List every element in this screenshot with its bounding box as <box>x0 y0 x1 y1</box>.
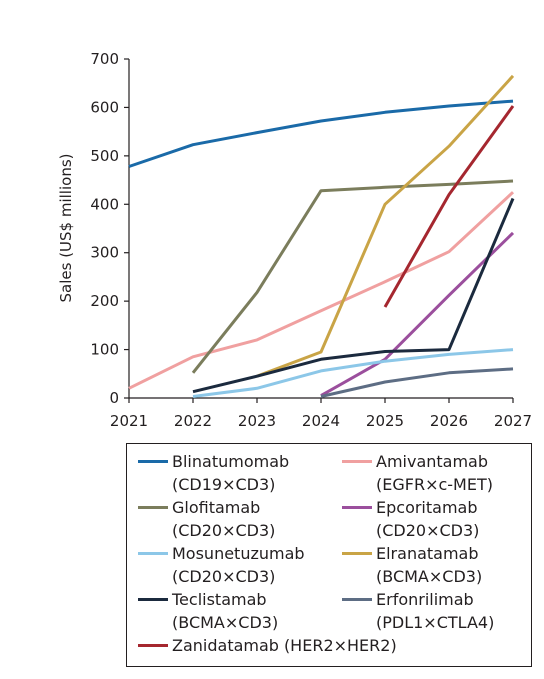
legend-label: Zanidatamab (HER2×HER2) <box>172 634 397 657</box>
legend-label: Elranatamab (BCMA×CD3) <box>376 542 482 588</box>
legend-series-name: Zanidatamab <box>172 636 279 655</box>
legend-series-name: Teclistamab <box>172 590 267 609</box>
legend-series-name: Blinatumomab <box>172 452 290 471</box>
legend-series-name: Epcoritamab <box>376 498 478 517</box>
legend-series-target: (HER2×HER2) <box>283 636 397 655</box>
legend-series-target: (EGFR×c-MET) <box>376 475 493 494</box>
legend-series-name: Elranatamab <box>376 544 479 563</box>
y-tick-label: 600 <box>90 98 119 116</box>
series-line-glofitamab <box>191 179 514 374</box>
legend-series-target: (BCMA×CD3) <box>376 567 483 586</box>
axes: 0 100 200 300 400 500 600 700 2021 2022 2023 2024 20… <box>90 50 532 430</box>
legend-label: Erfonrilimab (PDL1×CTLA4) <box>376 588 494 634</box>
y-tick-label: 300 <box>90 244 119 262</box>
legend-series-target: (PDL1×CTLA4) <box>376 613 495 632</box>
legend-label: Teclistamab (BCMA×CD3) <box>172 588 278 634</box>
x-tick-label: 2022 <box>174 412 212 430</box>
legend-label: Epcoritamab (CD20×CD3) <box>376 496 479 542</box>
x-tick-label: 2027 <box>494 412 532 430</box>
legend-swatch <box>138 460 168 463</box>
series-line-erfonrilimab <box>320 367 514 398</box>
x-tick-label: 2024 <box>302 412 340 430</box>
x-tick-label: 2021 <box>110 412 148 430</box>
legend-series-name: Mosunetuzumab <box>172 544 305 563</box>
legend-series-target: (CD20×CD3) <box>376 521 480 540</box>
series-line-elranatamab <box>256 74 515 378</box>
legend-label: Glofitamab (CD20×CD3) <box>172 496 275 542</box>
y-tick-label: 200 <box>90 292 119 310</box>
y-tick-label: 0 <box>109 389 119 407</box>
y-tick-label: 700 <box>90 50 119 68</box>
series-line-epcoritamab <box>320 231 515 397</box>
legend-swatch <box>342 552 372 555</box>
x-tick-label: 2025 <box>366 412 404 430</box>
legend-series-target: (BCMA×CD3) <box>172 613 279 632</box>
legend-series-name: Glofitamab <box>172 498 261 517</box>
legend-label: Amivantamab (EGFR×c-MET) <box>376 450 493 496</box>
series-line-blinatumomab <box>128 99 514 168</box>
legend-swatch <box>138 552 168 555</box>
legend-series-target: (CD19×CD3) <box>172 475 276 494</box>
legend-series-name: Erfonrilimab <box>376 590 474 609</box>
series-line-teclistamab <box>192 197 515 394</box>
series-line-mosunetuzumab <box>192 348 514 398</box>
legend-swatch <box>342 598 372 601</box>
legend-swatch <box>138 506 168 509</box>
series-lines <box>128 74 515 398</box>
legend-swatch <box>138 598 168 601</box>
legend-series-target: (CD20×CD3) <box>172 521 276 540</box>
line-chart: 0 100 200 300 400 500 600 700 2021 2022 2023 2024 20… <box>57 50 532 430</box>
legend-swatch <box>138 644 168 647</box>
x-tick-label: 2026 <box>430 412 468 430</box>
series-line-amivantamab <box>128 191 515 390</box>
legend-series-name: Amivantamab <box>376 452 489 471</box>
legend-series-target: (CD20×CD3) <box>172 567 276 586</box>
y-tick-label: 100 <box>90 341 119 359</box>
y-tick-label: 400 <box>90 195 119 213</box>
y-tick-label: 500 <box>90 147 119 165</box>
legend-swatch <box>342 460 372 463</box>
legend-label: Mosunetuzumab (CD20×CD3) <box>172 542 305 588</box>
x-tick-label: 2023 <box>238 412 276 430</box>
series-line-zanidatamab <box>383 105 515 308</box>
legend-swatch <box>342 506 372 509</box>
legend: Blinatumomab (CD19×CD3) Amivantamab (EGFR×c… <box>126 443 532 667</box>
legend-label: Blinatumomab (CD19×CD3) <box>172 450 289 496</box>
y-axis-title: Sales (US$ millions) <box>57 154 75 303</box>
